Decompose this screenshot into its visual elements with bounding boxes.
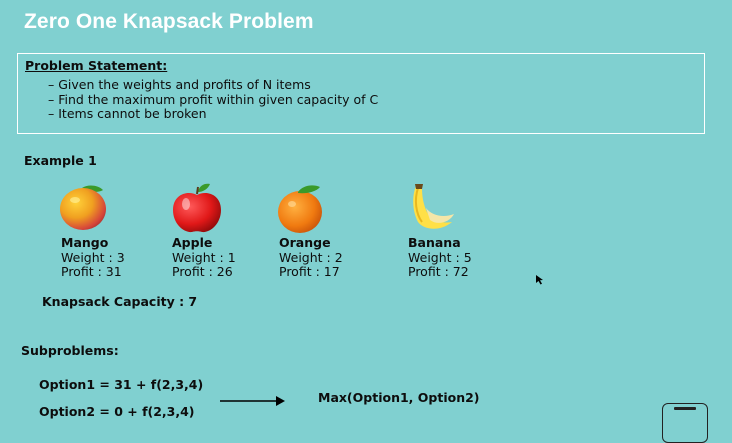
- fruit-name: Apple: [172, 235, 213, 250]
- example-label: Example 1: [24, 153, 97, 168]
- banana-icon: [404, 182, 458, 234]
- fruit-name: Banana: [408, 235, 461, 250]
- fruit-profit: Profit : 26: [172, 264, 233, 279]
- fruit-info-banana: Banana Weight : 5 Profit : 72: [408, 235, 472, 280]
- fruit-weight: Weight : 3: [61, 249, 125, 265]
- fruit-profit: Profit : 72: [408, 264, 469, 279]
- problem-statement-label: Problem Statement:: [25, 58, 168, 73]
- problem-statement-list: Given the weights and profits of N items…: [48, 77, 378, 122]
- fruit-info-orange: Orange Weight : 2 Profit : 17: [279, 235, 343, 280]
- max-expression: Max(Option1, Option2): [318, 390, 480, 405]
- option1-expression: Option1 = 31 + f(2,3,4): [39, 377, 204, 392]
- fruit-profit: Profit : 17: [279, 264, 340, 279]
- problem-statement-box: Problem Statement: Given the weights and…: [17, 53, 705, 134]
- problem-item: Items cannot be broken: [48, 106, 378, 122]
- subproblems-label: Subproblems:: [21, 343, 119, 358]
- right-arrow-icon: [220, 392, 286, 411]
- knapsack-capacity: Knapsack Capacity : 7: [42, 294, 198, 309]
- fruit-name: Orange: [279, 235, 331, 250]
- fruit-weight: Weight : 5: [408, 249, 472, 265]
- fruit-info-apple: Apple Weight : 1 Profit : 26: [172, 235, 236, 280]
- page-title: Zero One Knapsack Problem: [24, 10, 314, 33]
- fruit-weight: Weight : 2: [279, 249, 343, 265]
- apple-icon: [170, 182, 224, 234]
- fruit-profit: Profit : 31: [61, 264, 122, 279]
- problem-item: Given the weights and profits of N items: [48, 77, 378, 93]
- fruit-name: Mango: [61, 235, 109, 250]
- fruit-weight: Weight : 1: [172, 249, 236, 265]
- option2-expression: Option2 = 0 + f(2,3,4): [39, 404, 195, 419]
- problem-item: Find the maximum profit within given cap…: [48, 92, 378, 108]
- mouse-cursor-icon: [536, 270, 544, 289]
- mango-icon: [58, 182, 110, 232]
- orange-icon: [276, 182, 326, 234]
- fruit-info-mango: Mango Weight : 3 Profit : 31: [61, 235, 125, 280]
- device-frame-icon: [662, 403, 708, 443]
